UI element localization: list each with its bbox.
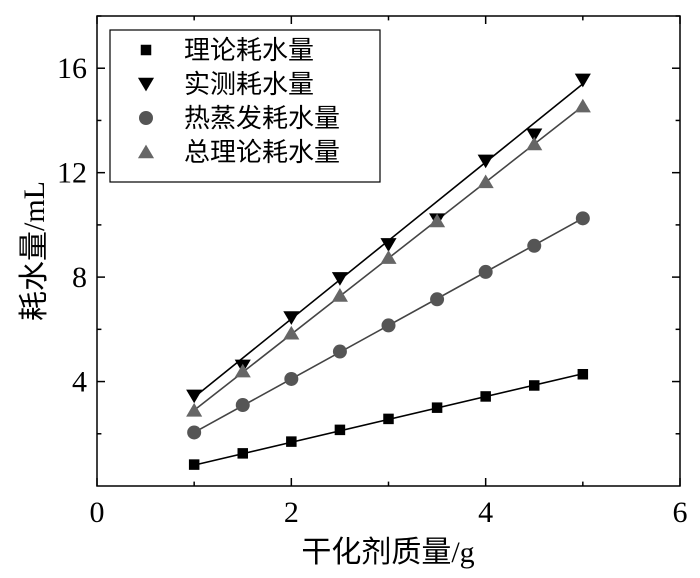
data-point-3 — [381, 318, 396, 333]
data-point-1 — [529, 380, 540, 391]
legend-marker-1 — [140, 44, 152, 56]
data-point-4 — [477, 174, 494, 189]
data-point-3 — [478, 264, 493, 279]
data-point-1 — [188, 459, 200, 470]
data-point-4 — [574, 98, 591, 113]
legend-label-1: 理论耗水量 — [184, 36, 314, 65]
data-point-3 — [527, 238, 542, 253]
data-point-4 — [526, 136, 543, 151]
axis-ticks: 0 2 4 6 4 8 12 16 — [57, 15, 688, 529]
data-point-1 — [237, 448, 248, 459]
data-point-3 — [332, 344, 347, 359]
data-point-4 — [283, 325, 300, 340]
data-point-3 — [575, 211, 590, 226]
legend-label-4: 总理论耗水量 — [184, 138, 340, 167]
data-point-2 — [526, 128, 543, 143]
data-point-4 — [429, 213, 446, 228]
data-point-3 — [187, 425, 202, 440]
data-point-3 — [430, 292, 445, 307]
data-point-4 — [186, 402, 203, 417]
y-tick-label: 16 — [57, 52, 87, 85]
legend-label-3: 热蒸发耗水量 — [184, 104, 340, 133]
y-tick-label: 8 — [72, 261, 87, 294]
legend-box — [109, 29, 381, 183]
data-point-2 — [186, 389, 203, 404]
data-point-2 — [380, 238, 397, 252]
data-point-3 — [284, 371, 299, 386]
data-point-1 — [480, 391, 491, 402]
legend-marker-4 — [137, 144, 155, 159]
x-tick-label: 0 — [90, 496, 105, 529]
x-tick-label: 6 — [673, 496, 688, 529]
data-point-2 — [331, 272, 348, 286]
data-point-1 — [431, 402, 443, 413]
x-axis-title: 干化剂质量/g — [301, 536, 474, 569]
legend-marker-2 — [137, 77, 155, 92]
legend-label-2: 实测耗水量 — [184, 70, 314, 99]
data-point-1 — [286, 436, 297, 447]
data-point-4 — [331, 288, 348, 302]
x-tick-label: 4 — [478, 496, 493, 529]
y-tick-label: 12 — [57, 157, 87, 190]
y-axis-title: 耗水量/mL — [18, 181, 51, 321]
data-point-2 — [477, 154, 494, 169]
data-point-2 — [574, 73, 591, 88]
data-point-3 — [235, 398, 250, 413]
data-point-1 — [334, 424, 346, 436]
data-point-2 — [283, 311, 300, 325]
data-markers — [186, 73, 591, 470]
legend-marker-3 — [139, 111, 153, 125]
data-point-1 — [383, 413, 394, 425]
x-tick-label: 2 — [284, 496, 299, 529]
data-point-4 — [380, 250, 397, 264]
data-point-1 — [577, 368, 589, 380]
y-tick-label: 4 — [72, 366, 87, 399]
data-point-4 — [234, 363, 251, 378]
